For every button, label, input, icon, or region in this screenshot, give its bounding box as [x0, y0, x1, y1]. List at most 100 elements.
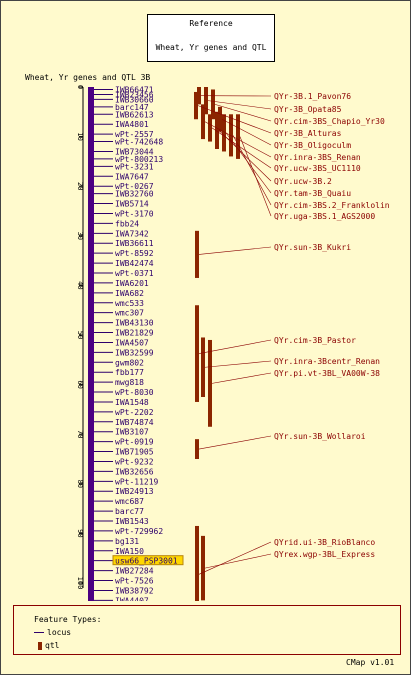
qtl-label[interactable]: QYr.inra-3BS_Renan	[274, 153, 361, 162]
qtl-bar[interactable]	[201, 535, 205, 601]
locus-label[interactable]: barc147	[115, 103, 149, 112]
locus-label[interactable]: IWA7342	[115, 229, 149, 238]
locus-label[interactable]: usw66_PSP3001	[115, 557, 178, 566]
locus-label[interactable]: wPt-742648	[115, 138, 163, 147]
locus-label[interactable]: IWB30660	[115, 95, 154, 104]
locus-label[interactable]: IWA150	[115, 547, 144, 556]
locus-label[interactable]: IWB32656	[115, 467, 154, 476]
qtl-label[interactable]: QYr.inra-3Bcentr_Renan	[274, 357, 380, 366]
qtl-label[interactable]: QYr-3B.1_Pavon76	[274, 92, 351, 101]
locus-label[interactable]: IWA4507	[115, 338, 149, 347]
locus-label[interactable]: wmc533	[115, 299, 144, 308]
qtl-bar[interactable]	[236, 114, 240, 159]
reference-title: Reference	[189, 19, 233, 28]
qtl-bar[interactable]	[201, 337, 205, 397]
locus-label[interactable]: IWB32599	[115, 348, 154, 357]
locus-label[interactable]: IWA1548	[115, 398, 149, 407]
qtl-label[interactable]: QYrid.ui-3B_RioBlanco	[274, 538, 375, 547]
locus-label[interactable]: gwm802	[115, 358, 144, 367]
qtl-leader-line	[197, 105, 272, 134]
qtl-bar[interactable]	[222, 114, 226, 152]
locus-label[interactable]: IWA6201	[115, 279, 149, 288]
qtl-bar[interactable]	[197, 87, 201, 105]
qtl-label[interactable]: QYr.ucw-3BS_UC1110	[274, 164, 361, 173]
locus-label[interactable]: IWB71905	[115, 448, 154, 457]
qtl-label[interactable]: QYr.uga-3BS.1_AGS2000	[274, 212, 375, 221]
locus-label[interactable]: wPt-7526	[115, 577, 154, 586]
locus-label[interactable]: wPt-8030	[115, 388, 154, 397]
locus-label[interactable]: wPt-0371	[115, 269, 154, 278]
locus-label[interactable]: IWB3107	[115, 428, 149, 437]
locus-label[interactable]: IWB21829	[115, 329, 154, 338]
locus-label[interactable]: wPt-3231	[115, 162, 154, 171]
legend-qtl-row: qtl	[34, 641, 59, 650]
locus-label[interactable]: IWB42474	[115, 259, 154, 268]
locus-label[interactable]: IWB36611	[115, 239, 154, 248]
qtl-bar[interactable]	[195, 305, 199, 402]
qtl-leader-line	[204, 360, 272, 368]
qtl-bar[interactable]	[194, 91, 198, 120]
locus-label[interactable]: IWB24913	[115, 487, 154, 496]
qtl-bar[interactable]	[215, 111, 219, 149]
locus-label[interactable]: wPt-800213	[115, 155, 163, 164]
qtl-label[interactable]: QYr.cim-3B_Pastor	[274, 336, 356, 345]
locus-label[interactable]: wPt-3170	[115, 209, 154, 218]
qtl-label[interactable]: QYr-3B_Oligoculm	[274, 141, 351, 150]
qtl-leader-line	[211, 372, 272, 384]
locus-label[interactable]: fbb24	[115, 219, 139, 228]
qtl-label[interactable]: QYr-3B_Alturas	[274, 129, 342, 138]
locus-label[interactable]: wPt-9232	[115, 457, 154, 466]
locus-swatch-icon	[34, 632, 44, 633]
qtl-label[interactable]: QYr.sun-3B_Wollaroi	[274, 432, 366, 441]
locus-label[interactable]: wPt-0919	[115, 438, 154, 447]
qtl-bar[interactable]	[208, 339, 212, 427]
locus-label[interactable]: IWB62613	[115, 110, 154, 119]
qtl-bar[interactable]	[195, 439, 199, 459]
locus-label[interactable]: wPt-11219	[115, 477, 159, 486]
cm-axis-tick-label: 90	[76, 529, 84, 537]
qtl-label[interactable]: QYrex.wgp-3BL_Express	[274, 550, 375, 559]
qtl-bar[interactable]	[195, 525, 199, 601]
chromosome-backbone[interactable]	[88, 87, 94, 601]
reference-box[interactable]: Reference Wheat, Yr genes and QTL	[147, 14, 275, 62]
locus-label[interactable]: wmc307	[115, 309, 144, 318]
locus-label[interactable]: wPt-0267	[115, 182, 154, 191]
qtl-bar[interactable]	[195, 230, 199, 278]
locus-label[interactable]: wPt-729962	[115, 527, 163, 536]
locus-label[interactable]: IWB43130	[115, 319, 154, 328]
locus-label[interactable]: IWB73044	[115, 147, 154, 156]
locus-label[interactable]: barc77	[115, 507, 144, 516]
locus-label[interactable]: wmc687	[115, 497, 144, 506]
locus-label[interactable]: mwg818	[115, 378, 144, 387]
locus-label[interactable]: IWA4407	[115, 596, 149, 601]
qtl-label[interactable]: QYr.pi.vt-3BL_VA00W-38	[274, 369, 380, 378]
qtl-label[interactable]: QYr-3B_Opata85	[274, 105, 342, 114]
locus-label[interactable]: wPt-2202	[115, 408, 154, 417]
locus-label[interactable]: IWB74874	[115, 418, 154, 427]
locus-label[interactable]: IWB1543	[115, 517, 149, 526]
locus-label[interactable]: IWA4801	[115, 120, 149, 129]
locus-label[interactable]: wPt-8592	[115, 249, 154, 258]
locus-label[interactable]: bg131	[115, 537, 139, 546]
locus-label[interactable]: IWB66471	[115, 85, 154, 94]
locus-label[interactable]: fbb177	[115, 368, 144, 377]
qtl-bar[interactable]	[204, 87, 208, 115]
qtl-label[interactable]: QYr.sun-3B_Kukri	[274, 243, 351, 252]
qtl-label[interactable]: QYr.cim-3BS.2_Franklolin	[274, 201, 390, 210]
qtl-label[interactable]: QYr.cim-3BS_Chapio_Yr30	[274, 117, 385, 126]
qtl-bar[interactable]	[218, 106, 222, 132]
locus-label[interactable]: wPt-2557	[115, 130, 154, 139]
qtl-bar[interactable]	[208, 114, 212, 142]
locus-label[interactable]: IWB32760	[115, 190, 154, 199]
locus-label[interactable]: IWB23456	[115, 90, 154, 99]
locus-label[interactable]: IWB5714	[115, 200, 149, 209]
qtl-label[interactable]: QYr.ucw-3B.2	[274, 177, 332, 186]
locus-label[interactable]: IWA682	[115, 289, 144, 298]
qtl-bar[interactable]	[201, 104, 205, 140]
locus-label[interactable]: IWA7647	[115, 172, 149, 181]
locus-label[interactable]: IWB27284	[115, 567, 154, 576]
qtl-label[interactable]: QYr.tam-3B_Quaiu	[274, 189, 351, 198]
map-title[interactable]: Wheat, Yr genes and QTL 3B	[25, 73, 151, 82]
qtl-bar[interactable]	[211, 89, 215, 120]
locus-label[interactable]: IWB38792	[115, 586, 154, 595]
